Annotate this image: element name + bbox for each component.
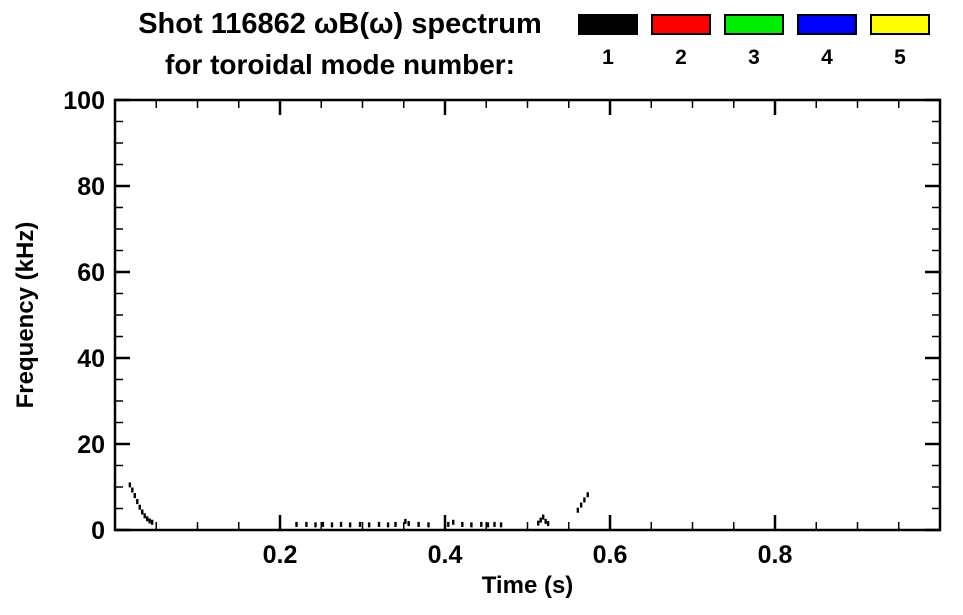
data-point xyxy=(295,521,298,527)
data-point xyxy=(136,499,139,505)
data-point xyxy=(339,521,343,527)
data-point xyxy=(358,521,362,527)
y-tick-label: 100 xyxy=(63,87,105,115)
legend-entry: 5 xyxy=(870,14,930,68)
data-point xyxy=(148,518,151,524)
data-point xyxy=(407,521,410,527)
x-tick-label: 0.2 xyxy=(263,541,298,569)
y-tick-label: 20 xyxy=(77,431,105,459)
figure-title: Shot 116862 ωB(ω) spectrum xyxy=(138,8,542,40)
data-point xyxy=(541,514,545,520)
legend-label: 4 xyxy=(821,46,833,69)
data-point xyxy=(143,513,146,519)
data-point xyxy=(576,507,580,513)
legend-label: 1 xyxy=(602,46,614,69)
data-point xyxy=(377,521,381,527)
legend-entry: 4 xyxy=(797,14,857,68)
data-point xyxy=(583,497,586,503)
data-point xyxy=(447,521,450,527)
legend-swatch xyxy=(870,14,930,35)
x-tick-label: 0.6 xyxy=(593,541,628,569)
data-point xyxy=(579,502,583,508)
data-point xyxy=(499,522,503,528)
legend-swatch xyxy=(578,14,638,35)
legend-label: 5 xyxy=(894,46,906,69)
data-point xyxy=(546,521,550,527)
data-point xyxy=(314,522,317,528)
data-point xyxy=(480,521,483,527)
figure-subtitle: for toroidal mode number: xyxy=(165,49,515,80)
data-point xyxy=(133,493,136,499)
data-point xyxy=(386,522,390,528)
data-point xyxy=(330,522,334,528)
mode-legend: 1 2 3 4 5 xyxy=(578,14,930,68)
data-point xyxy=(493,521,496,527)
legend-entry: 2 xyxy=(651,14,711,68)
data-point xyxy=(586,492,589,498)
data-point xyxy=(128,482,132,488)
data-point xyxy=(305,521,308,527)
legend-entry: 3 xyxy=(724,14,784,68)
data-point xyxy=(427,522,430,528)
data-point xyxy=(131,487,134,493)
data-point xyxy=(321,521,325,527)
legend-swatch xyxy=(797,14,857,35)
data-point xyxy=(404,518,407,524)
y-tick-label: 80 xyxy=(77,173,105,201)
y-axis-title: Frequency (kHz) xyxy=(12,221,39,409)
x-tick-label: 0.8 xyxy=(758,541,793,569)
data-point xyxy=(461,521,464,527)
x-axis-title: Time (s) xyxy=(481,572,574,599)
data-point xyxy=(539,517,542,523)
legend-swatch xyxy=(651,14,711,35)
legend-label: 3 xyxy=(748,46,760,69)
y-tick-label: 40 xyxy=(77,345,105,373)
y-tick-label: 0 xyxy=(91,517,105,545)
data-point xyxy=(138,504,141,510)
y-tick-label: 60 xyxy=(77,259,105,287)
data-point xyxy=(486,522,490,528)
legend-entry: 1 xyxy=(578,14,638,68)
data-point xyxy=(348,522,352,528)
data-point xyxy=(150,519,154,525)
data-point xyxy=(394,521,397,527)
data-point xyxy=(470,522,473,528)
data-point xyxy=(141,509,144,515)
data-point xyxy=(452,519,455,525)
plot-frame xyxy=(113,98,942,532)
x-tick-label: 0.4 xyxy=(428,541,463,569)
data-point xyxy=(367,522,371,528)
figure-title-block: Shot 116862 ωB(ω) spectrum for toroidal … xyxy=(100,8,580,81)
data-point xyxy=(417,521,420,527)
data-point xyxy=(145,516,149,522)
data-point xyxy=(544,518,547,524)
legend-swatch xyxy=(724,14,784,35)
data-point xyxy=(537,520,540,526)
legend-label: 2 xyxy=(675,46,687,69)
